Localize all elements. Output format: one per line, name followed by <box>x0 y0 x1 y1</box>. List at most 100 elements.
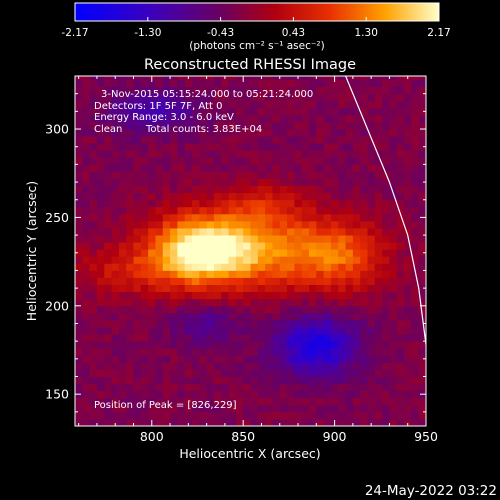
heatmap-cell <box>155 157 164 165</box>
heatmap-cell <box>75 220 83 229</box>
heatmap-cell <box>96 129 105 137</box>
heatmap-cell <box>89 256 98 264</box>
heatmap-cell <box>192 270 200 278</box>
heatmap-cell <box>345 93 354 102</box>
heatmap-cell <box>133 270 142 278</box>
heatmap-cell <box>184 220 193 229</box>
heatmap-cell <box>235 305 244 314</box>
heatmap-cell <box>118 418 127 426</box>
heatmap-cell <box>206 418 215 426</box>
heatmap-cell <box>250 348 259 356</box>
heatmap-cell <box>170 270 178 278</box>
heatmap-cell <box>199 199 208 208</box>
heatmap-cell <box>418 129 426 137</box>
heatmap-cell <box>82 263 91 271</box>
heatmap-cell <box>221 249 229 257</box>
heatmap-cell <box>272 76 281 80</box>
heatmap-cell <box>345 383 354 392</box>
heatmap-cell <box>111 390 120 399</box>
heatmap-cell <box>75 341 83 349</box>
heatmap-cell <box>294 100 303 109</box>
heatmap-cell <box>250 334 259 342</box>
heatmap-cell <box>235 86 244 95</box>
heatmap-cell <box>272 249 281 257</box>
heatmap-cell <box>360 228 368 236</box>
heatmap-cell <box>89 178 98 186</box>
heatmap-cell <box>323 270 332 278</box>
heatmap-cell <box>338 319 346 328</box>
heatmap-cell <box>265 397 273 406</box>
heatmap-cell <box>148 334 156 342</box>
heatmap-cell <box>192 242 200 250</box>
heatmap-cell <box>404 114 412 123</box>
heatmap-cell <box>228 362 237 370</box>
heatmap-cell <box>170 171 178 179</box>
heatmap-cell <box>221 157 229 165</box>
heatmap-cell <box>140 327 149 335</box>
heatmap-cell <box>367 100 376 109</box>
heatmap-cell <box>148 164 156 172</box>
heatmap-cell <box>192 411 200 420</box>
heatmap-cell <box>294 150 303 158</box>
heatmap-cell <box>360 76 368 80</box>
heatmap-cell <box>287 369 295 377</box>
heatmap-cell <box>111 235 120 243</box>
heatmap-cell <box>206 86 215 95</box>
heatmap-cell <box>213 334 222 342</box>
heatmap-cell <box>170 305 178 314</box>
heatmap-cell <box>316 100 325 109</box>
heatmap-cell <box>330 100 339 109</box>
heatmap-cell <box>374 76 383 80</box>
heatmap-cell <box>272 150 281 158</box>
heatmap-cell <box>360 397 368 406</box>
heatmap-cell <box>360 334 368 342</box>
heatmap-cell <box>192 291 200 300</box>
heatmap-cell <box>228 228 237 236</box>
heatmap-cell <box>170 76 178 80</box>
heatmap-cell <box>367 298 376 307</box>
heatmap-cell <box>235 362 244 370</box>
heatmap-cell <box>89 213 98 222</box>
heatmap-cell <box>294 277 303 285</box>
heatmap-cell <box>184 206 193 215</box>
heatmap-cell <box>104 171 112 179</box>
heatmap-cell <box>192 150 200 158</box>
heatmap-cell <box>279 86 288 95</box>
heatmap-cell <box>316 390 325 399</box>
heatmap-cell <box>279 76 288 80</box>
heatmap-cell <box>184 121 193 130</box>
heatmap-cell <box>206 164 215 172</box>
heatmap-cell <box>389 164 398 172</box>
heatmap-cell <box>287 327 295 335</box>
heatmap-cell <box>104 76 112 80</box>
heatmap-cell <box>104 228 112 236</box>
heatmap-cell <box>330 397 339 406</box>
heatmap-cell <box>411 376 420 384</box>
heatmap-cell <box>411 79 420 88</box>
heatmap-cell <box>382 213 390 222</box>
heatmap-cell <box>345 376 354 384</box>
heatmap-cell <box>199 319 208 328</box>
heatmap-cell <box>75 383 83 392</box>
heatmap-cell <box>265 129 273 137</box>
heatmap-cell <box>250 93 259 102</box>
heatmap-cell <box>316 121 325 130</box>
heatmap-cell <box>265 341 273 349</box>
heatmap-cell <box>140 418 149 426</box>
heatmap-cell <box>221 305 229 314</box>
heatmap-cell <box>330 199 339 208</box>
heatmap-cell <box>243 220 251 229</box>
heatmap-cell <box>82 235 91 243</box>
heatmap-cell <box>82 397 91 406</box>
heatmap-cell <box>228 390 237 399</box>
heatmap-cell <box>272 228 281 236</box>
heatmap-cell <box>265 369 273 377</box>
heatmap-cell <box>126 270 134 278</box>
heatmap-cell <box>213 228 222 236</box>
heatmap-cell <box>294 199 303 208</box>
heatmap-cell <box>89 319 98 328</box>
heatmap-cell <box>382 348 390 356</box>
heatmap-cell <box>287 86 295 95</box>
heatmap-cell <box>213 418 222 426</box>
heatmap-cell <box>140 284 149 293</box>
